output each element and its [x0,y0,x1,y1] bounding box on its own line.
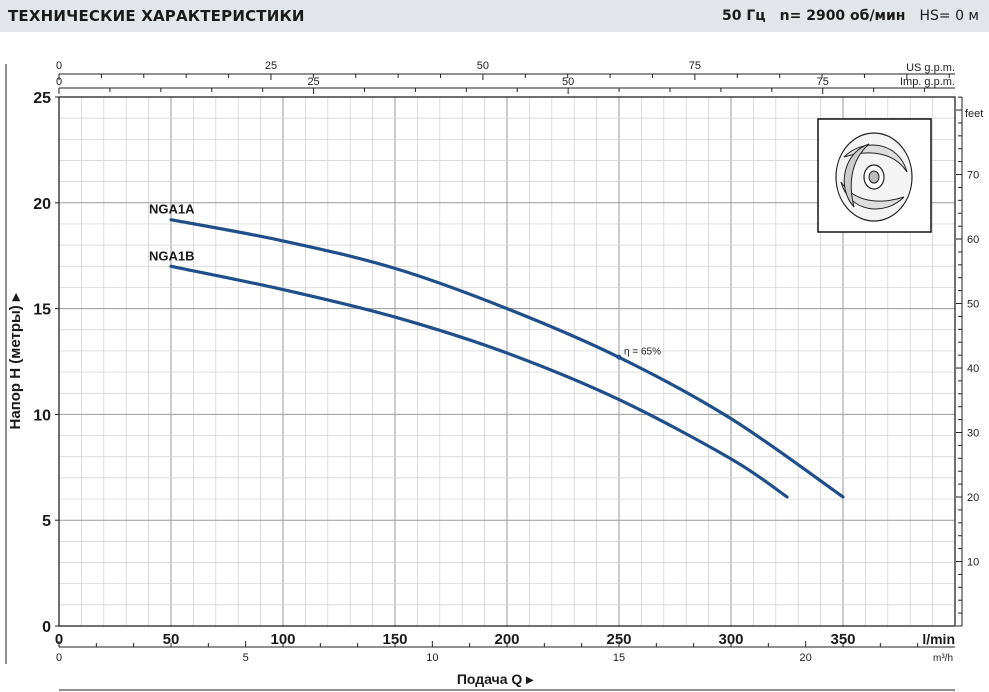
us-gpm-tick-label: 25 [265,60,277,72]
annotation-point [616,354,622,360]
us-gpm-unit: US g.p.m. [906,62,955,74]
feet-tick-label: 20 [967,492,979,504]
impeller-inset [817,118,932,233]
y-axis-label: Напор H (метры) ▸ [7,292,24,429]
us-gpm-tick-label: 50 [477,60,489,72]
section-header: ТЕХНИЧЕСКИЕ ХАРАКТЕРИСТИКИ 50 Гц n= 2900 … [0,0,989,32]
x-tick-label: 250 [606,631,631,648]
y-tick-label: 25 [33,90,51,107]
m3h-tick-label: 0 [56,652,62,664]
impeller-icon [835,132,913,222]
section-title: ТЕХНИЧЕСКИЕ ХАРАКТЕРИСТИКИ [8,7,305,25]
feet-tick-label: 60 [967,234,979,246]
imp-gpm-tick-label: 25 [307,76,319,88]
feet-tick-label: 10 [967,557,979,569]
imp-gpm-tick-label: 75 [817,76,829,88]
x-tick-label: 50 [163,631,180,648]
feet-unit: feet [965,108,983,120]
x-tick-label: 300 [718,631,743,648]
series-line-NGA1A [169,218,845,499]
x-unit-label: l/min [922,631,955,647]
feet-tick-label: 70 [967,170,979,182]
labels: NGA1A NGA1B η = 65% Напор H (метры) ▸ Подача… [7,202,661,687]
x-axis-label: Подача Q ▸ [457,671,534,687]
speed-label: n= 2900 об/мин [779,8,906,24]
plot-frame [58,96,956,627]
imp-gpm-tick-label: 0 [56,76,62,88]
us-gpm-tick-label: 0 [56,60,62,72]
operating-conditions: 50 Гц n= 2900 об/мин HS= 0 м [722,8,979,24]
m3h-tick-label: 10 [426,652,438,664]
x-tick-label: 350 [830,631,855,648]
x-tick-label: 150 [382,631,407,648]
us-gpm-tick-label: 75 [689,60,701,72]
x-tick-label: 200 [494,631,519,648]
feet-tick-label: 40 [967,363,979,375]
m3h-tick-label: 20 [800,652,812,664]
series-label: NGA1A [149,202,195,217]
series-label: NGA1B [149,248,195,263]
y-tick-label: 0 [42,619,51,636]
y-tick-label: 15 [33,302,51,319]
m3h-tick-label: 15 [613,652,625,664]
m3h-unit: m³/h [933,653,953,664]
frequency-label: 50 Гц [721,8,766,24]
y-tick-label: 10 [33,407,51,424]
imp-gpm-tick-label: 50 [562,76,574,88]
curves [169,218,845,499]
x-tick-label: 0 [55,631,63,648]
hs-label: HS= 0 м [919,8,979,24]
y-tick-label: 5 [42,513,51,530]
y-tick-label: 20 [33,196,51,213]
feet-tick-label: 50 [967,299,979,311]
x-tick-label: 100 [270,631,295,648]
grid [59,97,955,626]
series-line-NGA1B [169,264,789,499]
feet-tick-label: 30 [967,428,979,440]
imp-gpm-unit: Imp. g.p.m. [900,76,955,88]
m3h-tick-label: 5 [243,652,249,664]
annotation-label: η = 65% [624,346,661,357]
